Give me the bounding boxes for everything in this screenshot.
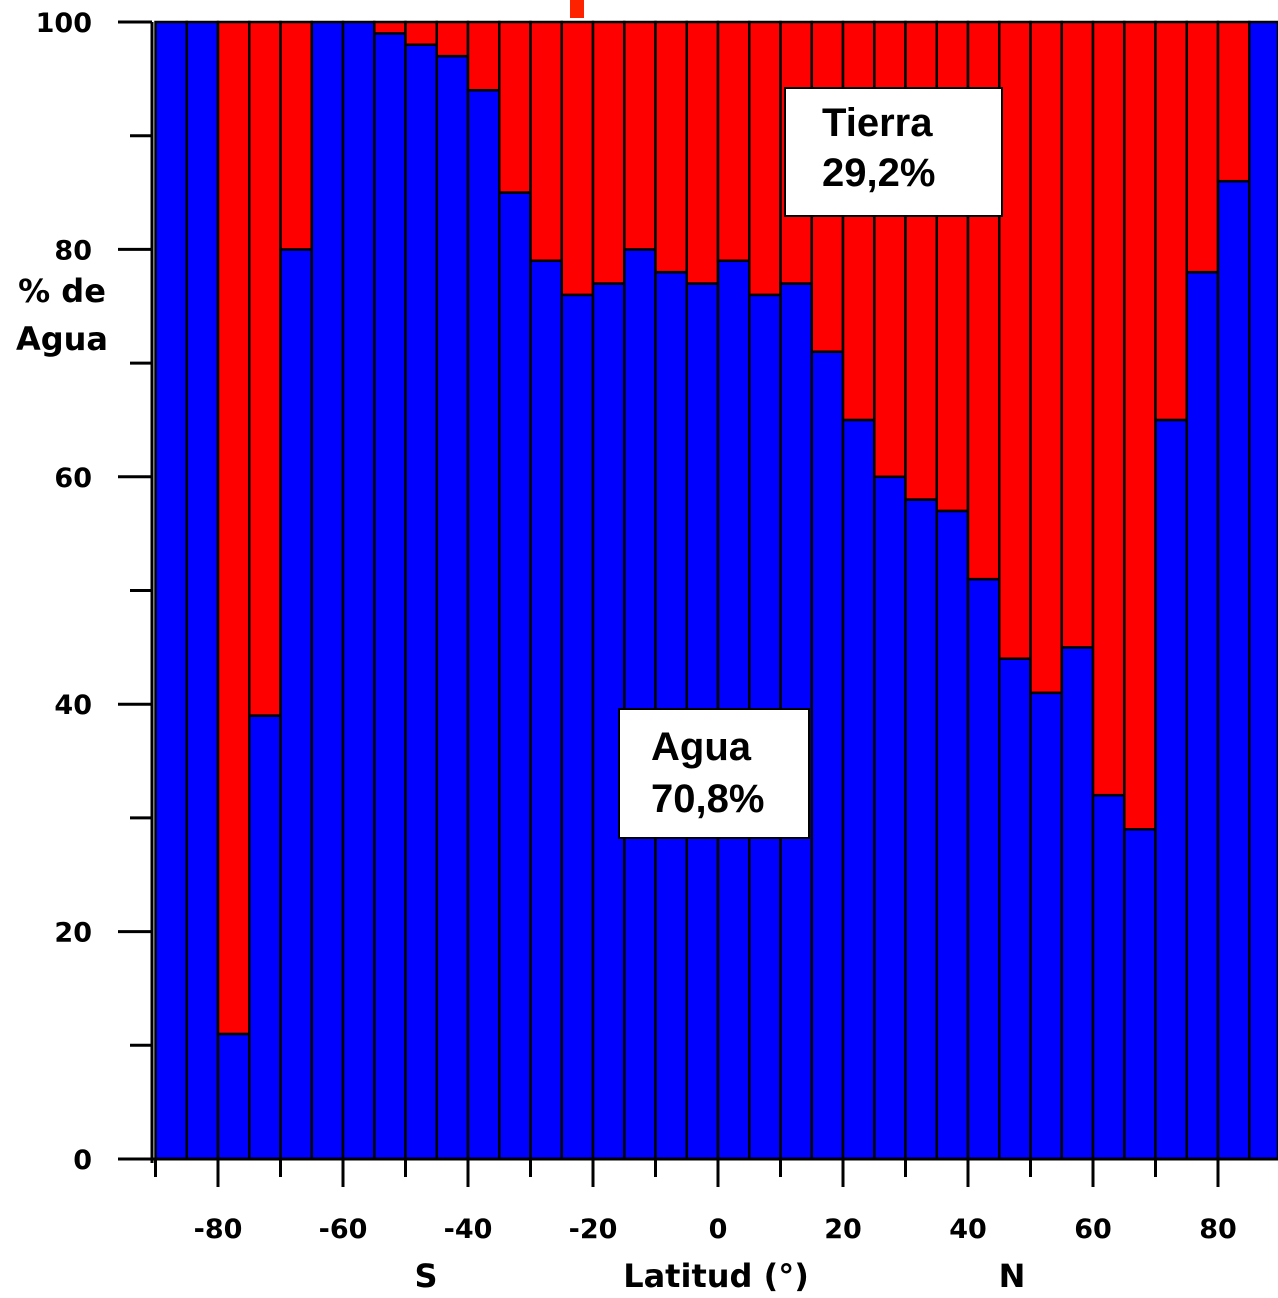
south-label: S bbox=[414, 1257, 437, 1295]
x-tick-label: 60 bbox=[1074, 1214, 1112, 1245]
bar-agua-27.5 bbox=[873, 475, 907, 1161]
y-axis-label-line: Agua bbox=[16, 320, 108, 358]
bar-tierra--32.5 bbox=[498, 20, 532, 194]
bar-tierra--22.5 bbox=[560, 20, 595, 297]
bar-agua--47.5 bbox=[404, 43, 438, 1161]
annotation-text: Agua bbox=[651, 725, 752, 769]
bar-tierra--17.5 bbox=[591, 20, 626, 285]
bar-agua--77.5 bbox=[216, 1032, 251, 1161]
bar-agua--67.5 bbox=[279, 248, 313, 1161]
top-marker bbox=[570, 0, 584, 18]
bar-tierra--52.5 bbox=[373, 20, 407, 35]
bar-agua-67.5 bbox=[1123, 828, 1157, 1161]
y-tick-label: 0 bbox=[73, 1145, 92, 1176]
bar-agua--57.5 bbox=[341, 20, 376, 1161]
bar-tierra--42.5 bbox=[435, 20, 470, 58]
bar-agua-72.5 bbox=[1154, 418, 1188, 1161]
x-tick-label: -80 bbox=[194, 1214, 243, 1245]
bar-agua-62.5 bbox=[1091, 793, 1126, 1161]
bar-tierra--72.5 bbox=[248, 20, 282, 717]
bar-agua--22.5 bbox=[560, 293, 595, 1161]
bar-tierra-77.5 bbox=[1185, 20, 1220, 274]
bar-tierra--27.5 bbox=[529, 20, 563, 263]
x-tick-label: 0 bbox=[709, 1214, 728, 1245]
bar-agua--37.5 bbox=[466, 88, 501, 1161]
y-tick-label: 20 bbox=[54, 918, 92, 949]
x-tick-label: -20 bbox=[569, 1214, 618, 1245]
bars-layer bbox=[154, 0, 1278, 1161]
x-tick-label: 80 bbox=[1199, 1214, 1237, 1245]
annotations-layer: Tierra 29,2% Agua 70,8% bbox=[618, 87, 1003, 839]
annotation-box-tierra bbox=[784, 87, 1003, 217]
y-tick-label: 100 bbox=[36, 8, 92, 39]
bar-tierra--2.5 bbox=[685, 20, 720, 285]
bar-tierra-47.5 bbox=[998, 20, 1032, 660]
north-label: N bbox=[999, 1257, 1026, 1295]
bar-agua-77.5 bbox=[1185, 270, 1220, 1161]
bar-agua-87.5 bbox=[1248, 20, 1278, 1161]
bar-agua-32.5 bbox=[904, 498, 938, 1161]
bar-agua--52.5 bbox=[373, 32, 407, 1161]
x-tick-label: 40 bbox=[949, 1214, 987, 1245]
bar-tierra-2.5 bbox=[716, 20, 751, 263]
bar-tierra--7.5 bbox=[654, 20, 688, 274]
bar-agua--12.5 bbox=[623, 248, 657, 1161]
bar-agua--87.5 bbox=[154, 20, 188, 1161]
x-axis-label: Latitud (°) bbox=[623, 1257, 809, 1295]
bar-tierra--12.5 bbox=[623, 20, 657, 251]
bar-agua-57.5 bbox=[1060, 646, 1095, 1161]
bar-tierra-82.5 bbox=[1216, 20, 1251, 183]
y-axis-label-line: % de bbox=[18, 272, 106, 310]
annotation-box-agua bbox=[618, 708, 810, 839]
x-tick-label: -60 bbox=[319, 1214, 368, 1245]
bar-tierra-62.5 bbox=[1091, 20, 1126, 797]
bar-agua--32.5 bbox=[498, 191, 532, 1161]
bar-agua-17.5 bbox=[810, 350, 845, 1161]
bar-agua-82.5 bbox=[1216, 179, 1251, 1161]
bar-agua--72.5 bbox=[248, 714, 282, 1161]
axes-layer bbox=[118, 20, 1278, 1187]
bar-agua-52.5 bbox=[1029, 691, 1063, 1161]
bar-tierra--67.5 bbox=[279, 20, 313, 251]
bar-agua--42.5 bbox=[435, 54, 470, 1161]
y-tick-label: 60 bbox=[54, 463, 92, 494]
bar-agua-22.5 bbox=[841, 418, 876, 1161]
bar-tierra--37.5 bbox=[466, 20, 501, 92]
bar-tierra-72.5 bbox=[1154, 20, 1188, 422]
bar-agua--27.5 bbox=[529, 259, 563, 1161]
bar-tierra-52.5 bbox=[1029, 20, 1063, 695]
x-tick-label: -40 bbox=[444, 1214, 493, 1245]
bar-agua--62.5 bbox=[310, 20, 345, 1161]
annotation-text: 29,2% bbox=[822, 151, 935, 195]
y-tick-label: 80 bbox=[54, 235, 92, 266]
y-tick-label: 40 bbox=[54, 690, 92, 721]
x-tick-label: 20 bbox=[824, 1214, 862, 1245]
bar-tierra-67.5 bbox=[1123, 20, 1157, 831]
annotation-text: Tierra bbox=[822, 101, 933, 145]
bar-agua-37.5 bbox=[935, 509, 970, 1161]
bar-agua-42.5 bbox=[966, 577, 1001, 1161]
bar-agua-47.5 bbox=[998, 657, 1032, 1161]
bar-tierra--77.5 bbox=[216, 20, 251, 1036]
annotation-text: 70,8% bbox=[651, 777, 764, 821]
bar-tierra-7.5 bbox=[748, 20, 782, 297]
bar-tierra--47.5 bbox=[404, 20, 438, 46]
labels-layer: 0 20 40 60 80 100 -80 -60 -40 -20 0 20 40 60 80 % de Agu… bbox=[16, 8, 1237, 1295]
bar-agua--82.5 bbox=[185, 20, 220, 1161]
bar-tierra-22.5 bbox=[841, 20, 876, 422]
bar-tierra-57.5 bbox=[1060, 20, 1095, 649]
